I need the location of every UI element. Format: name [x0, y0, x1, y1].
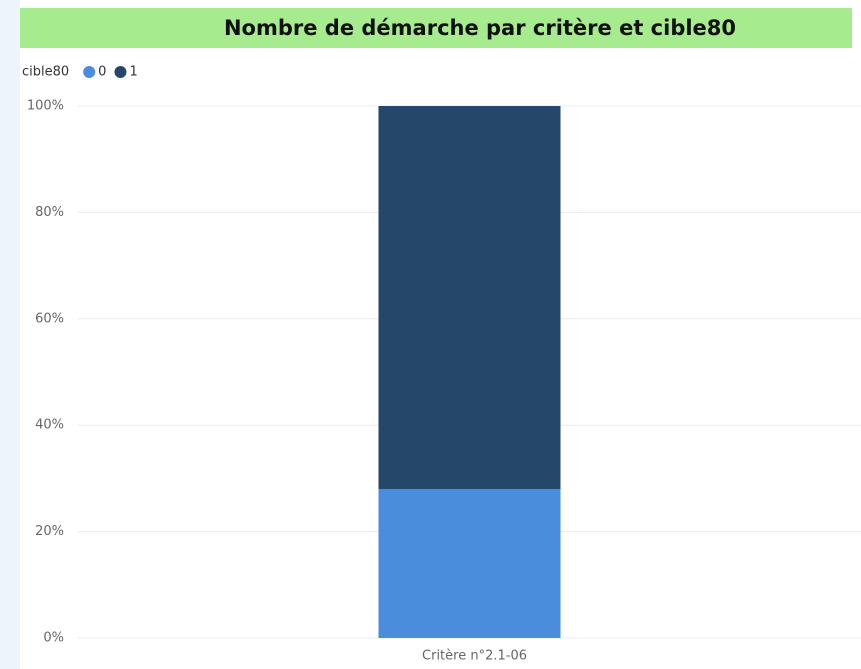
chart-title: Nombre de démarche par critère et cible8…: [224, 16, 736, 40]
legend-label: 0: [98, 65, 106, 80]
legend-marker: [114, 66, 127, 78]
y-tick-label: 0%: [43, 631, 64, 646]
bar-segment: [378, 489, 561, 638]
x-tick-label: Critère n°2.1-06: [422, 649, 527, 664]
y-tick-label: 20%: [35, 524, 64, 539]
bar-segment: [378, 106, 561, 490]
y-tick-label: 40%: [35, 418, 64, 433]
title-bar: [20, 8, 852, 48]
y-tick-label: 100%: [27, 99, 64, 114]
legend-label: 1: [129, 65, 137, 80]
y-tick-label: 60%: [35, 311, 64, 326]
legend-title: cible80: [22, 65, 69, 80]
y-tick-label: 80%: [35, 205, 64, 220]
legend-marker: [83, 66, 96, 78]
